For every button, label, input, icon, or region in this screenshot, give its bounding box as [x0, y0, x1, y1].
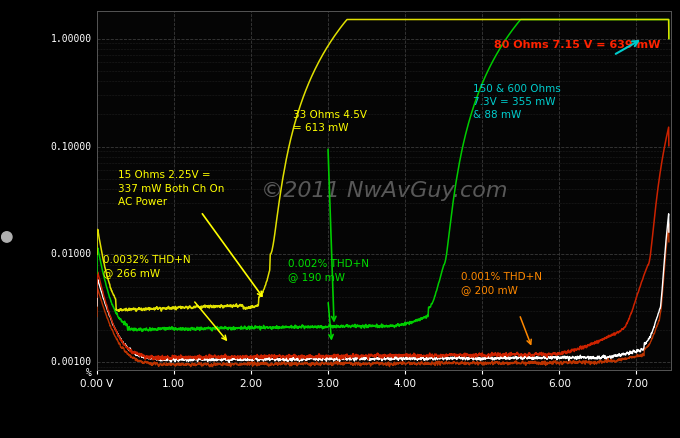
Text: 0.10000: 0.10000 [51, 141, 92, 152]
Text: 1.00000: 1.00000 [51, 34, 92, 43]
Text: ©2011 NwAvGuy.com: ©2011 NwAvGuy.com [260, 180, 507, 201]
Ellipse shape [1, 232, 12, 242]
Text: 33 Ohms 4.5V
= 613 mW: 33 Ohms 4.5V = 613 mW [293, 110, 367, 133]
Text: 80 Ohms 7.15 V = 639 mW: 80 Ohms 7.15 V = 639 mW [494, 39, 660, 49]
Text: 0.001% THD+N
@ 200 mW: 0.001% THD+N @ 200 mW [460, 272, 541, 295]
Text: 150 & 600 Ohms
7.3V = 355 mW
& 88 mW: 150 & 600 Ohms 7.3V = 355 mW & 88 mW [473, 84, 561, 120]
Text: 0.00100: 0.00100 [51, 357, 92, 367]
Text: 0.002% THD+N
@ 190 mW: 0.002% THD+N @ 190 mW [288, 259, 369, 283]
Text: %: % [86, 368, 92, 378]
Text: 0.01000: 0.01000 [51, 250, 92, 259]
Text: 15 Ohms 2.25V =
337 mW Both Ch On
AC Power: 15 Ohms 2.25V = 337 mW Both Ch On AC Pow… [118, 170, 224, 207]
Text: O2 V11 AC Both Ch 1 Khz 10mV+ THD+N vs Output Left to Right 15 33 80 150 600 Ohm: O2 V11 AC Both Ch 1 Khz 10mV+ THD+N vs O… [101, 411, 592, 421]
Text: 0.0032% THD+N
@ 266 mW: 0.0032% THD+N @ 266 mW [103, 255, 190, 279]
